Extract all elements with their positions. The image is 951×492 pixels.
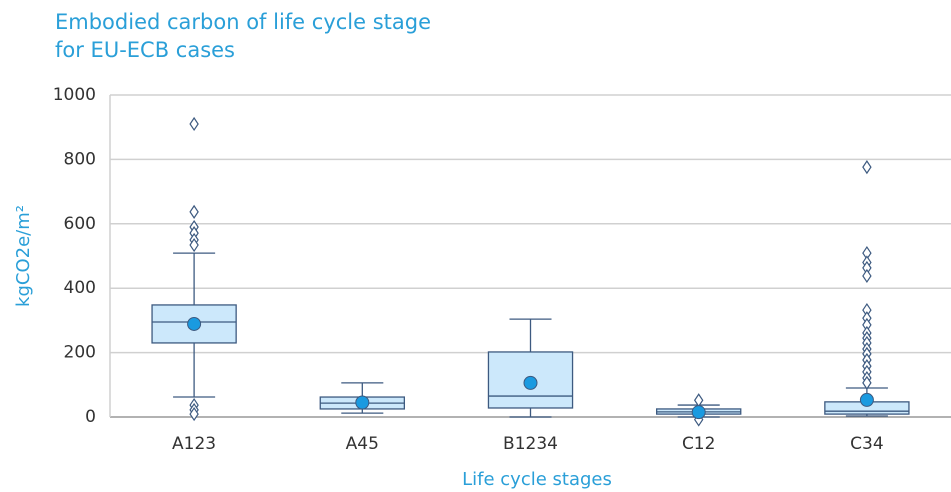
y-tick-label: 1000 bbox=[53, 85, 96, 105]
mean bbox=[691, 405, 706, 420]
mean bbox=[355, 395, 370, 410]
y-axis-title: kgCO2e/m² bbox=[13, 205, 34, 307]
mean bbox=[859, 392, 874, 407]
y-tick-label: 400 bbox=[64, 278, 96, 298]
outlier bbox=[189, 116, 199, 132]
y-tick-label: 0 bbox=[85, 407, 96, 427]
outlier bbox=[862, 375, 872, 390]
mean bbox=[523, 375, 538, 390]
chart-title: Embodied carbon of life cycle stage bbox=[55, 10, 431, 34]
x-axis-title: Life cycle stages bbox=[462, 469, 612, 490]
x-tick-label: A45 bbox=[346, 434, 379, 454]
outlier bbox=[189, 204, 199, 219]
y-tick-label: 800 bbox=[64, 149, 96, 169]
y-tick-label: 200 bbox=[64, 343, 96, 363]
chart-title: for EU-ECB cases bbox=[55, 38, 235, 62]
x-tick-label: A123 bbox=[172, 434, 216, 454]
outlier bbox=[189, 237, 199, 253]
outlier bbox=[189, 407, 199, 422]
x-tick-label: C34 bbox=[850, 434, 884, 454]
mean bbox=[187, 316, 202, 331]
outlier bbox=[862, 160, 872, 175]
x-tick-label: C12 bbox=[682, 434, 716, 454]
outlier bbox=[862, 268, 872, 284]
x-tick-label: B1234 bbox=[503, 434, 558, 454]
y-tick-label: 600 bbox=[64, 214, 96, 234]
